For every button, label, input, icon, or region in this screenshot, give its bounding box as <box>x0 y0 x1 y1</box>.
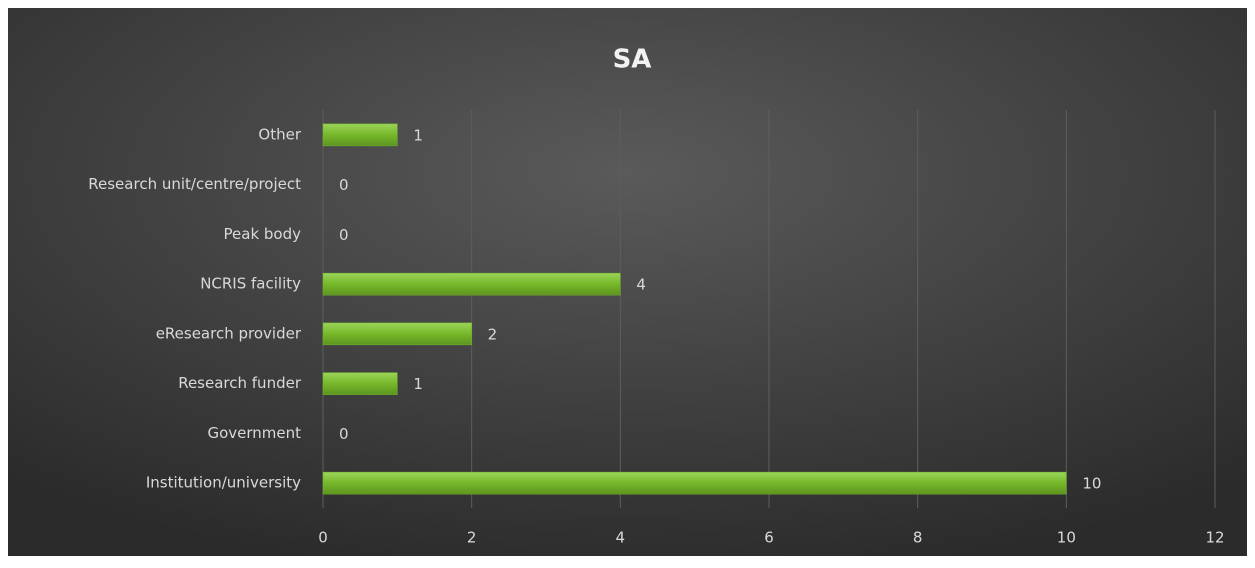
data-label: 10 <box>1082 475 1101 493</box>
data-label: 4 <box>636 276 646 294</box>
x-tick-label: 12 <box>1205 529 1224 547</box>
y-tick-label: Research unit/centre/project <box>88 175 301 193</box>
data-label: 1 <box>413 126 423 144</box>
data-label: 1 <box>413 375 423 393</box>
bar <box>322 372 398 395</box>
y-tick-label: Research funder <box>178 374 302 392</box>
y-tick-label: eResearch provider <box>156 324 302 342</box>
data-label: 0 <box>339 425 349 443</box>
y-tick-label: Institution/university <box>146 474 301 492</box>
x-tick-label: 0 <box>318 529 328 547</box>
x-tick-label: 6 <box>764 529 774 547</box>
data-label: 0 <box>339 176 349 194</box>
y-tick-label: Other <box>258 125 301 143</box>
x-tick-label: 10 <box>1057 529 1076 547</box>
bar <box>322 471 1067 495</box>
x-tick-label: 4 <box>616 529 626 547</box>
x-tick-label: 8 <box>913 529 923 547</box>
y-tick-label: Peak body <box>224 225 302 243</box>
data-label: 2 <box>488 325 498 343</box>
bar <box>322 322 472 346</box>
chart-title: SA <box>613 45 652 75</box>
bar <box>322 272 621 296</box>
bar <box>322 123 398 147</box>
data-label: 0 <box>339 226 349 244</box>
x-tick-label: 2 <box>467 529 477 547</box>
chart-background <box>8 8 1247 556</box>
y-tick-label: Government <box>207 424 301 442</box>
y-tick-label: NCRIS facility <box>200 275 301 293</box>
